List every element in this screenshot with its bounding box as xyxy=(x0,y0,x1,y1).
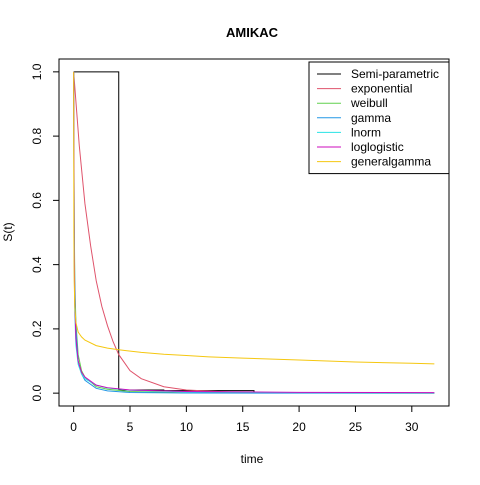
x-tick-label: 5 xyxy=(127,420,134,434)
x-tick-label: 10 xyxy=(180,420,194,434)
series-line-exponential xyxy=(73,71,435,394)
chart-title: AMIKAC xyxy=(226,25,279,40)
y-axis-label: S(t) xyxy=(1,222,15,241)
y-tick-label: 0.8 xyxy=(30,127,44,144)
legend-label-weibull: weibull xyxy=(350,96,388,110)
y-tick-label: 0.4 xyxy=(30,256,44,273)
y-tick-label: 1.0 xyxy=(30,63,44,80)
series-layer xyxy=(73,71,435,394)
axes-ticks: 0 5 10 15 20 25 30 0.0 0.2 0.4 0.6 0.8 1.0 xyxy=(30,63,419,434)
legend-label-exponential: exponential xyxy=(351,82,412,96)
legend: Semi-parametricexponentialweibullgammaln… xyxy=(308,61,450,175)
x-tick-label: 25 xyxy=(349,420,363,434)
y-tick-label: 0.0 xyxy=(30,384,44,401)
x-tick-label: 0 xyxy=(70,420,77,434)
legend-label-lnorm: lnorm xyxy=(351,125,381,139)
series-line-semi-parametric xyxy=(73,71,255,392)
x-tick-label: 20 xyxy=(292,420,306,434)
y-tick-label: 0.2 xyxy=(30,320,44,337)
legend-label-gamma: gamma xyxy=(351,111,391,125)
legend-label-loglogistic: loglogistic xyxy=(351,140,404,154)
legend-label-generalgamma: generalgamma xyxy=(351,155,431,169)
x-tick-label: 30 xyxy=(405,420,419,434)
x-axis-label: time xyxy=(241,452,264,466)
legend-label-semi-parametric: Semi-parametric xyxy=(351,67,439,81)
series-line-generalgamma xyxy=(73,71,435,365)
x-tick-label: 15 xyxy=(236,420,250,434)
y-tick-label: 0.6 xyxy=(30,192,44,209)
